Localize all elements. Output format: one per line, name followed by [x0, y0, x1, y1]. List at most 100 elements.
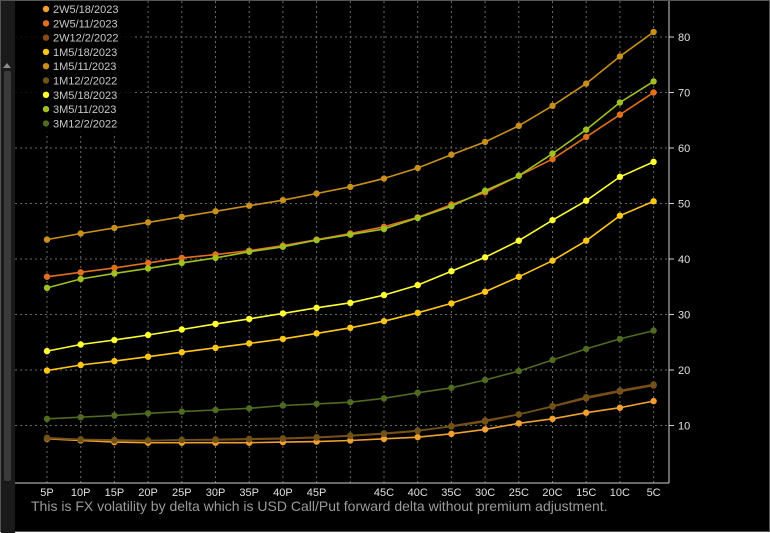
x-tick-label: 5P [40, 487, 53, 499]
data-point [279, 335, 287, 343]
x-tick-label: 10P [71, 487, 91, 499]
data-point [77, 436, 84, 443]
legend-marker [42, 48, 50, 56]
data-point [650, 327, 657, 334]
legend-marker [42, 5, 50, 13]
x-tick-label: 25P [172, 487, 192, 499]
data-point [583, 197, 590, 204]
x-tick-label: 25C [509, 487, 529, 499]
y-tick-label: 50 [678, 199, 690, 211]
data-point [549, 257, 556, 264]
data-point [583, 80, 590, 87]
data-point [246, 435, 253, 443]
data-point [380, 175, 388, 182]
legend-label: 3M5/11/2023 [53, 104, 116, 116]
data-point [616, 335, 624, 343]
data-point [246, 315, 253, 323]
data-point [279, 196, 287, 204]
x-tick-label: 15C [576, 487, 596, 499]
data-point [549, 216, 556, 224]
data-point [481, 254, 489, 261]
y-tick-label: 10 [678, 421, 690, 433]
data-point [43, 347, 51, 355]
data-point [111, 264, 118, 272]
data-point [212, 320, 219, 328]
series-line [46, 31, 655, 241]
x-tick-label: 30C [475, 487, 495, 499]
data-point [144, 265, 152, 272]
data-point [650, 198, 657, 205]
data-point [246, 340, 253, 347]
data-point [448, 151, 455, 158]
data-point [212, 208, 219, 215]
data-point [144, 331, 152, 339]
data-point [43, 435, 51, 442]
x-tick-label: 5C [647, 487, 661, 499]
data-point [246, 202, 253, 209]
data-point [77, 269, 84, 276]
data-point [583, 393, 590, 401]
data-point [279, 310, 287, 317]
data-point [43, 236, 51, 243]
data-point [650, 89, 657, 96]
data-point [246, 405, 253, 412]
data-point [549, 356, 556, 364]
legend-label: 2W12/2/2022 [53, 33, 118, 45]
data-point [583, 345, 590, 353]
legend-label: 1M12/2/2022 [53, 76, 117, 88]
data-point [380, 430, 388, 437]
legend-background [15, 1, 135, 134]
data-point [616, 53, 624, 60]
data-point [347, 398, 354, 406]
data-point [616, 212, 624, 219]
x-tick-label: 35C [441, 487, 461, 499]
data-point [481, 187, 489, 194]
data-point [212, 406, 219, 414]
data-point [414, 309, 421, 317]
data-point [77, 230, 84, 237]
data-point [77, 361, 84, 369]
scroll-up-arrow-icon[interactable] [3, 63, 11, 68]
data-point [43, 273, 51, 280]
data-point [43, 367, 51, 374]
data-point [515, 122, 522, 129]
data-point [279, 435, 287, 442]
data-point [515, 411, 522, 418]
data-point [279, 402, 287, 409]
data-point [43, 284, 51, 292]
data-point [616, 99, 624, 106]
data-point [347, 183, 354, 191]
legend-marker [42, 62, 50, 70]
data-point [515, 420, 522, 427]
y-tick-label: 60 [678, 143, 690, 155]
data-point [279, 243, 287, 250]
data-point [616, 111, 624, 118]
data-point [313, 330, 320, 337]
data-point [583, 126, 590, 133]
data-point [212, 436, 219, 443]
vertical-scrollbar[interactable] [4, 71, 11, 481]
data-point [77, 275, 84, 283]
data-point [549, 415, 556, 423]
data-point [515, 237, 522, 244]
legend: 2W5/18/2023 2W5/11/2023 2W12/2/2022 1M5/18/… [15, 1, 135, 134]
data-point [380, 317, 388, 325]
legend-marker [42, 34, 50, 41]
legend-label: 1M5/18/2023 [53, 47, 117, 59]
data-point [313, 400, 320, 408]
data-point [313, 304, 320, 312]
axes: 10 20 30 40 50 60 70 80 5P 10P 15P 20P 25P 30P 35P 40P 4… [15, 1, 690, 499]
data-point [178, 213, 185, 221]
data-point [448, 423, 455, 430]
data-point [313, 433, 320, 441]
data-point [347, 324, 354, 332]
data-point [414, 281, 421, 289]
x-tick-label: 40P [273, 487, 293, 499]
x-tick-label: 45P [307, 487, 327, 499]
x-tick-label: 30P [206, 487, 226, 499]
data-point [583, 237, 590, 244]
legend-marker [42, 120, 50, 127]
data-point [616, 387, 624, 394]
